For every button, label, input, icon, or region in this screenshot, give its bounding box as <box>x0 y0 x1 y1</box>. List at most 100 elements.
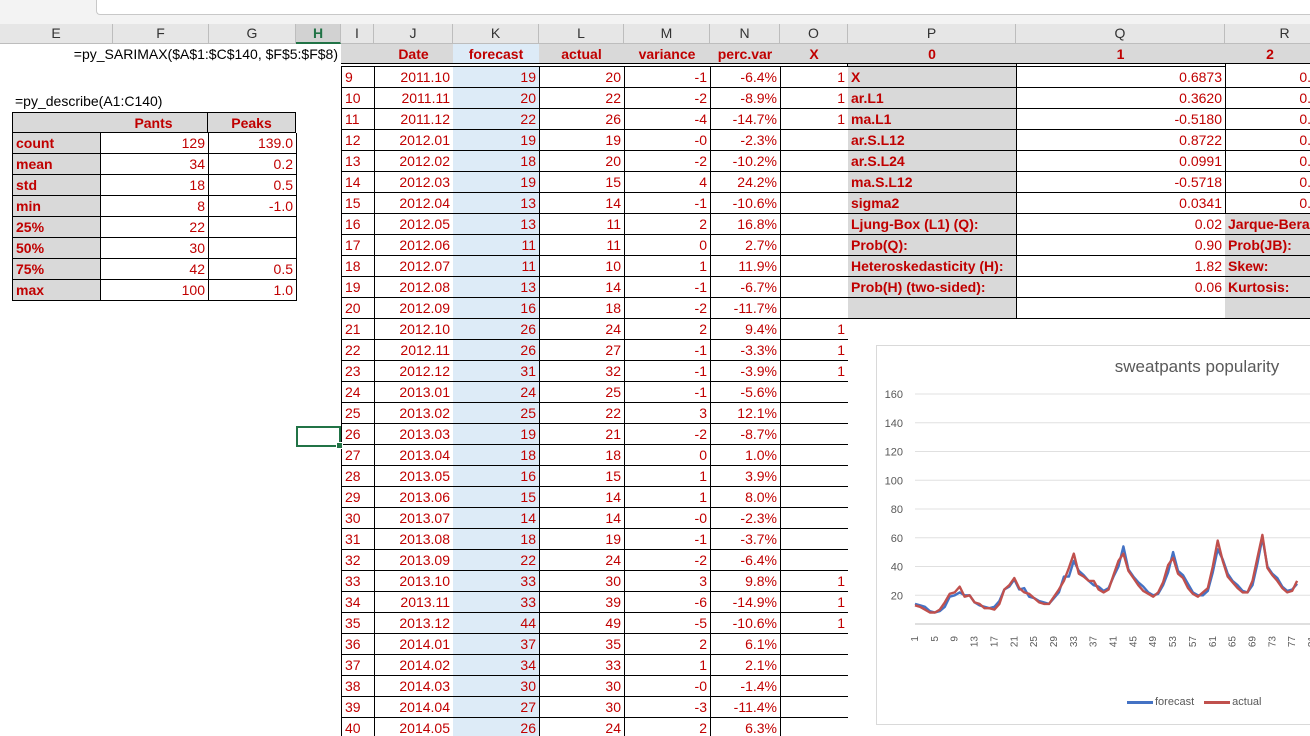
x-cell[interactable] <box>780 256 848 277</box>
perc-var-cell[interactable]: -3.7% <box>710 529 781 550</box>
variance-cell[interactable]: -4 <box>624 109 711 130</box>
perc-var-cell[interactable]: -10.2% <box>710 151 781 172</box>
x-cell[interactable] <box>780 529 848 550</box>
perc-var-cell[interactable]: -2.3% <box>710 508 781 529</box>
perc-var-cell[interactable]: -10.6% <box>710 193 781 214</box>
x-cell[interactable] <box>780 487 848 508</box>
x-cell[interactable] <box>780 130 848 151</box>
actual-cell[interactable]: 19 <box>539 130 625 151</box>
forecast-cell[interactable]: 33 <box>453 592 540 613</box>
perc-var-cell[interactable]: 1.0% <box>710 445 781 466</box>
row-index[interactable]: 16 <box>341 214 375 235</box>
row-index[interactable]: 28 <box>341 466 375 487</box>
x-cell[interactable] <box>780 634 848 655</box>
date-cell[interactable]: 2012.11 <box>374 340 454 361</box>
forecast-cell[interactable]: 19 <box>453 130 540 151</box>
x-cell[interactable] <box>780 676 848 697</box>
column-header-e[interactable]: E <box>0 24 113 44</box>
row-index[interactable]: 17 <box>341 235 375 256</box>
forecast-cell[interactable]: 11 <box>453 235 540 256</box>
column-header-p[interactable]: P <box>848 24 1016 44</box>
forecast-cell[interactable]: 26 <box>453 319 540 340</box>
forecast-cell[interactable]: 19 <box>453 67 540 88</box>
x-cell[interactable] <box>780 172 848 193</box>
row-index[interactable]: 37 <box>341 655 375 676</box>
row-index[interactable]: 32 <box>341 550 375 571</box>
date-cell[interactable]: 2012.09 <box>374 298 454 319</box>
x-cell[interactable] <box>780 382 848 403</box>
actual-cell[interactable]: 30 <box>539 697 625 718</box>
row-index[interactable]: 14 <box>341 172 375 193</box>
perc-var-cell[interactable]: 2.1% <box>710 655 781 676</box>
forecast-cell[interactable]: 22 <box>453 550 540 571</box>
perc-var-cell[interactable]: 11.9% <box>710 256 781 277</box>
row-index[interactable]: 34 <box>341 592 375 613</box>
row-index[interactable]: 38 <box>341 676 375 697</box>
row-index[interactable]: 22 <box>341 340 375 361</box>
date-cell[interactable]: 2011.11 <box>374 88 454 109</box>
date-cell[interactable]: 2011.10 <box>374 67 454 88</box>
perc-var-cell[interactable]: 9.8% <box>710 571 781 592</box>
actual-cell[interactable]: 21 <box>539 424 625 445</box>
x-cell[interactable] <box>780 508 848 529</box>
variance-cell[interactable]: -2 <box>624 550 711 571</box>
actual-cell[interactable]: 24 <box>539 718 625 736</box>
actual-cell[interactable]: 14 <box>539 193 625 214</box>
series-line-forecast[interactable] <box>914 536 1299 614</box>
describe-formula-cell[interactable]: =py_describe(A1:C140) <box>15 93 163 109</box>
variance-cell[interactable]: -0 <box>624 130 711 151</box>
x-cell[interactable]: 1 <box>780 88 848 109</box>
x-cell[interactable] <box>780 718 848 736</box>
forecast-cell[interactable]: 16 <box>453 298 540 319</box>
row-index[interactable]: 9 <box>341 67 375 88</box>
variance-cell[interactable]: -2 <box>624 88 711 109</box>
forecast-cell[interactable]: 15 <box>453 487 540 508</box>
variance-cell[interactable]: 3 <box>624 403 711 424</box>
date-cell[interactable]: 2012.06 <box>374 235 454 256</box>
column-header-f[interactable]: F <box>113 24 209 44</box>
actual-cell[interactable]: 10 <box>539 256 625 277</box>
variance-cell[interactable]: 1 <box>624 466 711 487</box>
perc-var-cell[interactable]: -14.7% <box>710 109 781 130</box>
actual-cell[interactable]: 20 <box>539 67 625 88</box>
perc-var-cell[interactable]: 3.9% <box>710 466 781 487</box>
column-header-l[interactable]: L <box>539 24 624 44</box>
actual-cell[interactable]: 15 <box>539 466 625 487</box>
perc-var-cell[interactable]: 16.8% <box>710 214 781 235</box>
x-cell[interactable] <box>780 466 848 487</box>
forecast-cell[interactable]: 34 <box>453 655 540 676</box>
forecast-cell[interactable]: 22 <box>453 109 540 130</box>
perc-var-cell[interactable]: -11.4% <box>710 697 781 718</box>
date-cell[interactable]: 2013.08 <box>374 529 454 550</box>
variance-cell[interactable]: -1 <box>624 277 711 298</box>
sweatpants-chart[interactable]: sweatpants popularity 160 140 120 100 80 60 40… <box>876 345 1310 725</box>
date-cell[interactable]: 2011.12 <box>374 109 454 130</box>
column-header-j[interactable]: J <box>374 24 453 44</box>
date-cell[interactable]: 2014.04 <box>374 697 454 718</box>
variance-cell[interactable]: 2 <box>624 214 711 235</box>
x-cell[interactable]: 1 <box>780 319 848 340</box>
date-cell[interactable]: 2014.03 <box>374 676 454 697</box>
column-header-q[interactable]: Q <box>1016 24 1225 44</box>
forecast-cell[interactable]: 37 <box>453 634 540 655</box>
actual-cell[interactable]: 30 <box>539 676 625 697</box>
forecast-cell[interactable]: 13 <box>453 193 540 214</box>
variance-cell[interactable]: -0 <box>624 508 711 529</box>
row-index[interactable]: 35 <box>341 613 375 634</box>
x-cell[interactable] <box>780 151 848 172</box>
row-index[interactable]: 19 <box>341 277 375 298</box>
date-cell[interactable]: 2012.03 <box>374 172 454 193</box>
actual-cell[interactable]: 22 <box>539 88 625 109</box>
x-cell[interactable]: 1 <box>780 67 848 88</box>
variance-cell[interactable]: -2 <box>624 424 711 445</box>
variance-cell[interactable]: 4 <box>624 172 711 193</box>
actual-cell[interactable]: 22 <box>539 403 625 424</box>
x-cell[interactable] <box>780 403 848 424</box>
x-cell[interactable]: 1 <box>780 340 848 361</box>
perc-var-cell[interactable]: -5.6% <box>710 382 781 403</box>
column-header-r[interactable]: R <box>1225 24 1310 44</box>
forecast-cell[interactable]: 30 <box>453 676 540 697</box>
date-cell[interactable]: 2013.10 <box>374 571 454 592</box>
variance-cell[interactable]: 1 <box>624 256 711 277</box>
variance-cell[interactable]: 2 <box>624 634 711 655</box>
